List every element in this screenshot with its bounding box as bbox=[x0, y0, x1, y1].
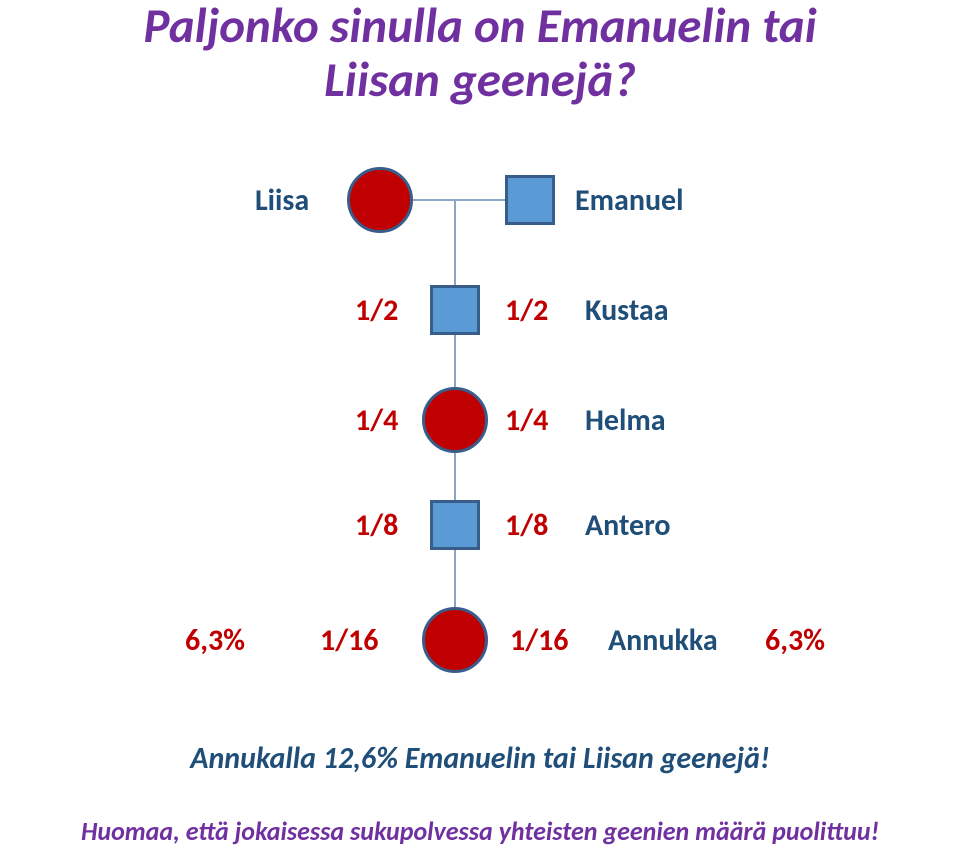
gen3-v-connector bbox=[454, 550, 456, 613]
gen1-square bbox=[430, 285, 480, 335]
gen4-circle bbox=[422, 607, 488, 673]
title-line2: Liisan geenejä? bbox=[324, 50, 636, 110]
gen3-square bbox=[430, 500, 480, 550]
gen3-right-name: Antero bbox=[585, 507, 671, 544]
gen0-left-name: Liisa bbox=[255, 182, 309, 219]
gen4-right-frac: 1/16 bbox=[510, 622, 569, 659]
gen1-left-frac: 1/2 bbox=[355, 292, 398, 329]
gen0-circle bbox=[347, 167, 413, 233]
gen1-v-connector bbox=[454, 335, 456, 393]
title-line1: Paljonko sinulla on Emanuelin tai bbox=[143, 0, 816, 56]
gen0-h-connector bbox=[413, 199, 505, 201]
gen4-right-name: Annukka bbox=[608, 622, 718, 659]
gen0-v-connector bbox=[454, 201, 456, 291]
gen2-circle bbox=[422, 387, 488, 453]
page: Paljonko sinulla on Emanuelin tai Liisan… bbox=[0, 0, 960, 860]
gen1-right-name: Kustaa bbox=[585, 292, 669, 329]
note-line2: Huomaa, että jokaisessa sukupolvessa yht… bbox=[0, 815, 960, 847]
gen2-v-connector bbox=[454, 453, 456, 505]
gen4-far-right-pct: 6,3% bbox=[765, 622, 825, 659]
gen0-right-name: Emanuel bbox=[575, 182, 684, 219]
gen3-left-frac: 1/8 bbox=[355, 507, 398, 544]
gen3-right-frac: 1/8 bbox=[505, 507, 548, 544]
gen2-right-frac: 1/4 bbox=[505, 402, 548, 439]
note-line1: Annukalla 12,6% Emanuelin tai Liisan gee… bbox=[0, 740, 960, 777]
gen0-square bbox=[505, 175, 555, 225]
gen4-far-left-pct: 6,3% bbox=[185, 622, 245, 659]
gen2-right-name: Helma bbox=[585, 402, 666, 439]
page-title: Paljonko sinulla on Emanuelin tai Liisan… bbox=[0, 0, 960, 108]
gen1-right-frac: 1/2 bbox=[505, 292, 548, 329]
gen2-left-frac: 1/4 bbox=[355, 402, 398, 439]
gen4-left-frac: 1/16 bbox=[320, 622, 379, 659]
